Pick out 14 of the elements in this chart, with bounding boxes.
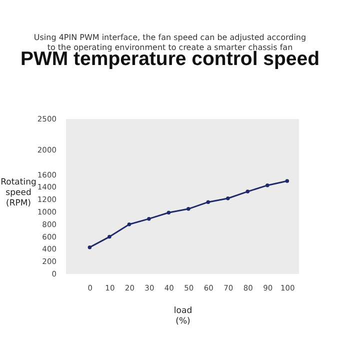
point bbox=[266, 183, 270, 188]
x-axis-title: load (%) bbox=[174, 306, 192, 326]
chart-subtitle: Using 4PIN PWM interface, the fan speed can be adjusted according to the operating environment to create a smarter chassis fan bbox=[34, 33, 306, 52]
point bbox=[186, 207, 190, 211]
point bbox=[88, 245, 92, 250]
point bbox=[226, 196, 230, 200]
point bbox=[246, 190, 250, 194]
y-axis-title: Rotating speed (RPM) bbox=[0, 178, 36, 208]
point bbox=[147, 216, 151, 221]
point bbox=[285, 179, 290, 183]
point bbox=[108, 234, 112, 239]
point bbox=[166, 210, 171, 214]
point bbox=[127, 222, 132, 226]
point bbox=[206, 200, 210, 204]
